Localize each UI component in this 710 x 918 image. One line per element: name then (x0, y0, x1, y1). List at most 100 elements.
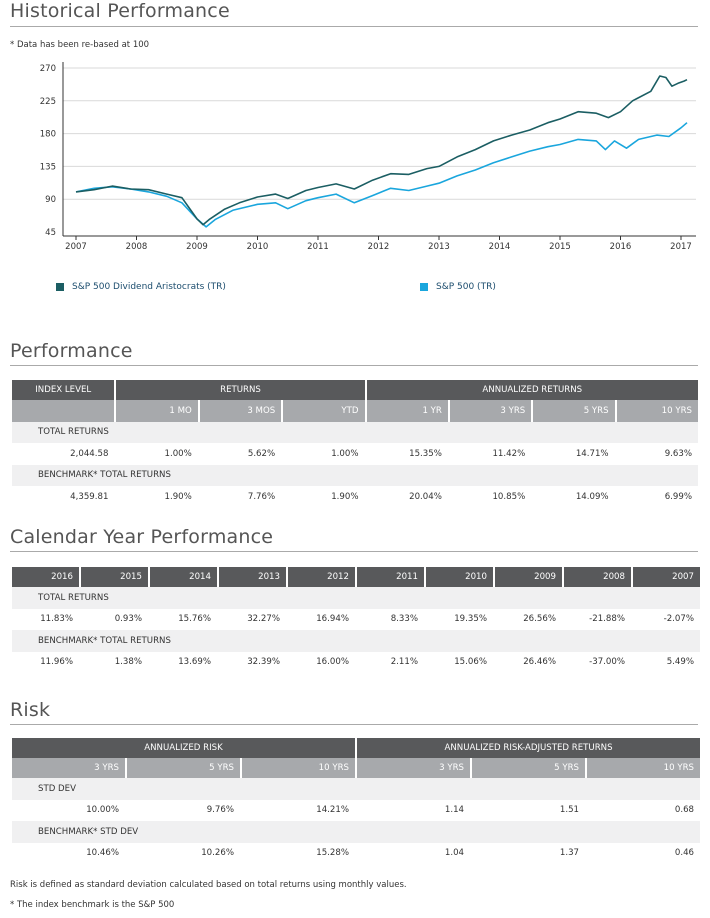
risk-sub-10yrs: 10 YRS (242, 758, 356, 778)
risk-note-benchmark: * The index benchmark is the S&P 500 (10, 900, 175, 910)
y-tick-label-45: 45 (45, 228, 56, 238)
performance-table: INDEX LEVEL RETURNS ANNUALIZED RETURNS 1… (10, 380, 700, 508)
x-tick-label-2014: 2014 (489, 242, 511, 252)
perf-bench-3mos: 7.76% (199, 486, 282, 508)
legend-item-aristocrats[interactable]: S&P 500 Dividend Aristocrats (TR) (56, 282, 226, 292)
y-tick-label-180: 180 (40, 130, 56, 140)
risk-header-annualized: ANNUALIZED RISK (12, 738, 356, 758)
cal-year-2008: 2008 (564, 567, 631, 587)
cal-bench-2012: 16.00% (288, 651, 355, 673)
x-tick-label-2008: 2008 (126, 242, 148, 252)
performance-title: Performance (10, 340, 133, 362)
perf-sub-1yr: 1 YR (366, 400, 448, 422)
historical-chart: 45 90 135 180 225 270 2007 2008 2009 2010 2011 201… (40, 62, 696, 252)
cal-bench-2007: 5.49% (633, 651, 700, 673)
x-tick-label-2013: 2013 (428, 242, 450, 252)
cal-total-2007: -2.07% (633, 608, 700, 630)
risk-title: Risk (10, 699, 51, 721)
cal-total-label: TOTAL RETURNS (12, 587, 700, 609)
y-tick-label-270: 270 (40, 64, 56, 74)
risk-std-10yrs: 14.21% (242, 799, 356, 821)
perf-total-3mos: 5.62% (199, 443, 282, 465)
legend-item-sp500[interactable]: S&P 500 (TR) (420, 282, 496, 292)
perf-total-10yrs: 9.63% (616, 443, 698, 465)
chart-x-axis: 2007 2008 2009 2010 2011 2012 2013 2014 2015 2016… (63, 235, 696, 252)
cal-year-2015: 2015 (81, 567, 148, 587)
perf-sub-blank (12, 400, 115, 422)
x-tick-label-2009: 2009 (186, 242, 208, 252)
cal-bench-2009: 26.46% (495, 651, 562, 673)
risk-adj-10yrs: 0.68 (587, 799, 701, 821)
cal-year-2013: 2013 (219, 567, 286, 587)
cal-year-2010: 2010 (426, 567, 493, 587)
cal-year-2014: 2014 (150, 567, 217, 587)
cal-total-2014: 15.76% (150, 608, 217, 630)
perf-total-3yrs: 11.42% (449, 443, 532, 465)
risk-sub-5yrs: 5 YRS (127, 758, 240, 778)
cal-total-2012: 16.94% (288, 608, 355, 630)
cal-total-2013: 32.27% (219, 608, 286, 630)
cal-year-2016: 2016 (12, 567, 79, 587)
series-line-aristocrats (75, 75, 688, 226)
perf-sub-1mo: 1 MO (116, 400, 198, 422)
x-tick-label-2007: 2007 (65, 242, 87, 252)
chart-lines (75, 75, 688, 228)
cal-total-2011: 8.33% (357, 608, 424, 630)
perf-bench-10yrs: 6.99% (616, 486, 698, 508)
perf-total-label: TOTAL RETURNS (12, 421, 698, 443)
perf-bench-index: 4,359.81 (12, 486, 115, 508)
cal-bench-2016: 11.96% (12, 651, 79, 673)
perf-bench-1mo: 1.90% (116, 486, 198, 508)
cal-total-2008: -21.88% (564, 608, 631, 630)
risk-adj-sub-5yrs: 5 YRS (472, 758, 586, 778)
cal-bench-2008: -37.00% (564, 651, 631, 673)
perf-total-ytd: 1.00% (283, 443, 365, 465)
calendar-rule (10, 551, 698, 552)
table-row: 11.83% 0.93% 15.76% 32.27% 16.94% 8.33% … (12, 608, 700, 630)
perf-bench-ytd: 1.90% (283, 486, 365, 508)
risk-table: ANNUALIZED RISK ANNUALIZED RISK-ADJUSTED… (10, 738, 702, 864)
risk-std-5yrs: 9.76% (127, 799, 240, 821)
table-row: 10.46% 10.26% 15.28% 1.04 1.37 0.46 (12, 842, 701, 864)
risk-bench-10yrs: 15.28% (242, 842, 356, 864)
perf-sub-ytd: YTD (283, 400, 365, 422)
cal-total-2009: 26.56% (495, 608, 562, 630)
risk-adj-sub-3yrs: 3 YRS (357, 758, 471, 778)
x-tick-label-2012: 2012 (368, 242, 390, 252)
calendar-title: Calendar Year Performance (10, 526, 274, 548)
performance-rule (10, 365, 698, 366)
perf-sub-3mos: 3 MOS (199, 400, 282, 422)
chart-grid (63, 67, 696, 200)
cal-year-2012: 2012 (288, 567, 355, 587)
legend-label-aristocrats: S&P 500 Dividend Aristocrats (TR) (72, 282, 226, 292)
risk-sub-3yrs: 3 YRS (12, 758, 125, 778)
chart-note: * Data has been re-based at 100 (10, 40, 150, 50)
cal-bench-label: BENCHMARK* TOTAL RETURNS (12, 630, 700, 652)
x-tick-label-2015: 2015 (549, 242, 571, 252)
risk-bench-3yrs: 10.46% (12, 842, 125, 864)
risk-bench-adj-5yrs: 1.37 (472, 842, 586, 864)
risk-header-adjusted: ANNUALIZED RISK-ADJUSTED RETURNS (357, 738, 701, 758)
calendar-table: 2016 2015 2014 2013 2012 2011 2010 2009 … (10, 567, 702, 673)
y-tick-label-90: 90 (45, 195, 56, 205)
perf-sub-3yrs: 3 YRS (449, 400, 532, 422)
perf-bench-5yrs: 14.09% (533, 486, 615, 508)
perf-sub-10yrs: 10 YRS (616, 400, 698, 422)
risk-bench-adj-10yrs: 0.46 (587, 842, 701, 864)
cal-bench-2015: 1.38% (81, 651, 148, 673)
risk-note-definition: Risk is defined as standard deviation ca… (10, 880, 407, 890)
series-line-sp500 (75, 122, 688, 228)
cal-year-2009: 2009 (495, 567, 562, 587)
cal-bench-2014: 13.69% (150, 651, 217, 673)
cal-total-2010: 19.35% (426, 608, 493, 630)
perf-bench-1yr: 20.04% (366, 486, 448, 508)
table-row: 11.96% 1.38% 13.69% 32.39% 16.00% 2.11% … (12, 651, 700, 673)
historical-title: Historical Performance (10, 0, 230, 22)
cal-bench-2010: 15.06% (426, 651, 493, 673)
perf-bench-3yrs: 10.85% (449, 486, 532, 508)
cal-year-2007: 2007 (633, 567, 700, 587)
table-row: 10.00% 9.76% 14.21% 1.14 1.51 0.68 (12, 799, 701, 821)
risk-bench-label: BENCHMARK* STD DEV (12, 821, 701, 843)
risk-adj-3yrs: 1.14 (357, 799, 471, 821)
perf-total-1mo: 1.00% (116, 443, 198, 465)
